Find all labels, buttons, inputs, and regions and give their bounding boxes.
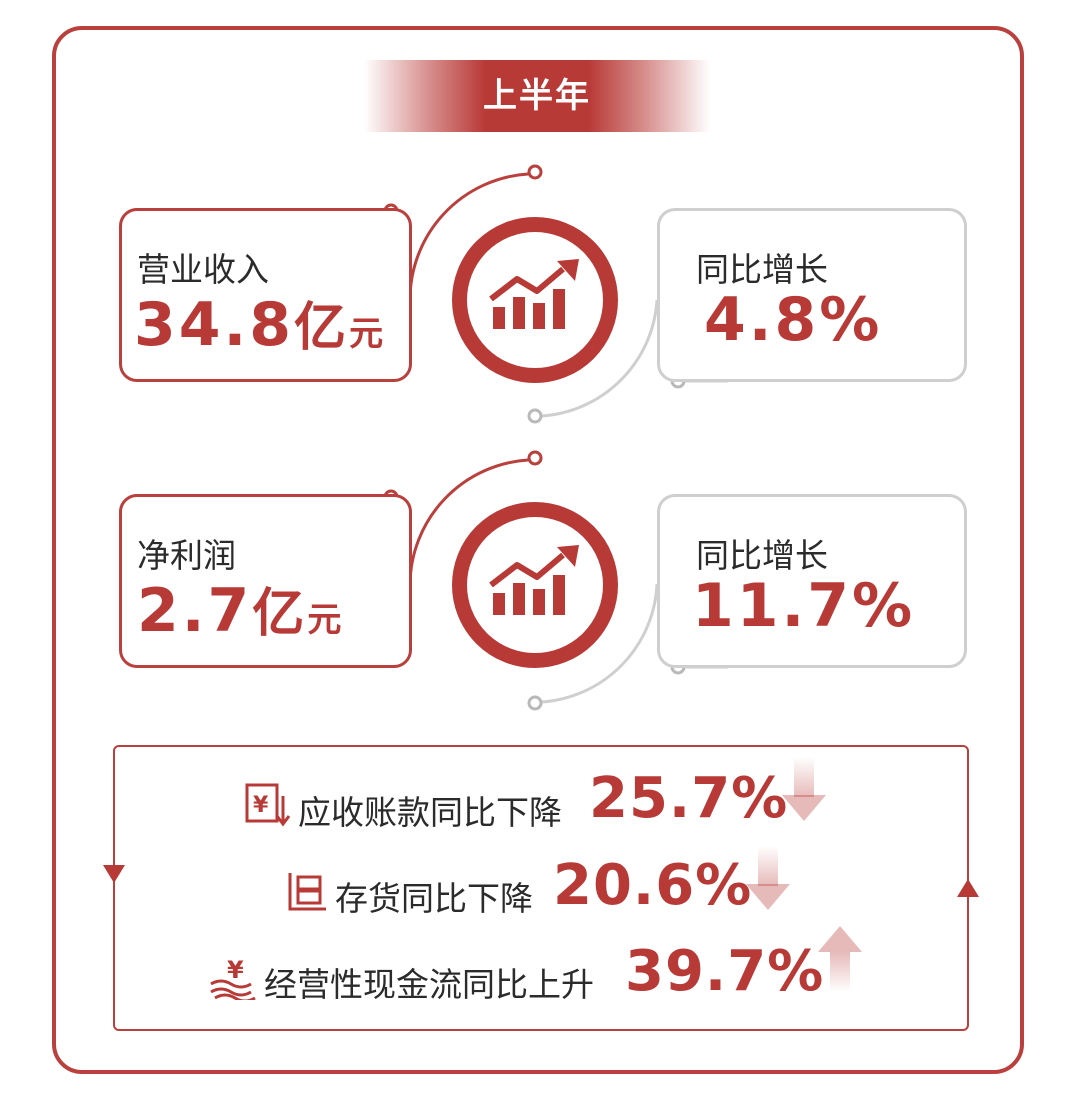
inventory-text: 存货同比下降 — [335, 879, 533, 918]
receivable-icon: ¥ — [245, 783, 291, 827]
growth-chart-circle — [452, 217, 618, 383]
revenue-growth-label: 同比增长 — [696, 250, 828, 289]
revenue-growth-value: 4.8% — [704, 285, 883, 355]
outer-frame — [52, 26, 1024, 1074]
revenue-label: 营业收入 — [137, 250, 269, 289]
down-arrow-icon — [782, 757, 826, 821]
inventory-value: 20.6% — [553, 853, 753, 918]
net-profit-value-group: 2.7亿元 — [137, 571, 344, 646]
revenue-unit-small: 元 — [349, 314, 387, 354]
growth-chart-icon — [489, 545, 579, 615]
receivable-text: 应收账款同比下降 — [298, 793, 562, 832]
down-arrow-icon — [746, 846, 790, 910]
inventory-icon — [288, 873, 326, 911]
up-triangle-icon — [957, 879, 979, 897]
net-profit-label: 净利润 — [137, 536, 236, 575]
svg-text:¥: ¥ — [227, 956, 244, 984]
revenue-growth-card — [657, 208, 967, 382]
title-banner — [364, 60, 710, 132]
net-profit-growth-value: 11.7% — [692, 571, 916, 641]
revenue-value: 34.8 — [134, 290, 295, 360]
revenue-unit-big: 亿 — [294, 298, 350, 358]
down-triangle-icon — [103, 865, 125, 883]
net-profit-unit-small: 元 — [307, 600, 345, 640]
net-profit-value: 2.7 — [137, 576, 253, 646]
cashflow-icon: ¥ — [210, 956, 256, 1000]
net-profit-card — [119, 494, 412, 668]
svg-text:¥: ¥ — [253, 793, 269, 818]
growth-chart-icon — [489, 259, 579, 329]
net-profit-growth-label: 同比增长 — [696, 536, 828, 575]
receivable-value: 25.7% — [589, 766, 789, 831]
net-profit-unit-big: 亿 — [252, 584, 308, 644]
revenue-value-group: 34.8亿元 — [134, 285, 386, 360]
page-title: 上半年 — [483, 76, 591, 116]
net-profit-growth-card — [657, 494, 967, 668]
cashflow-value: 39.7% — [625, 939, 825, 1004]
changes-panel — [113, 745, 969, 1031]
revenue-growth-value-group: 4.8% — [704, 285, 882, 355]
net-profit-growth-value-group: 11.7% — [692, 571, 915, 641]
up-arrow-icon — [818, 926, 862, 992]
cashflow-text: 经营性现金流同比上升 — [264, 965, 594, 1004]
revenue-card — [119, 208, 412, 382]
